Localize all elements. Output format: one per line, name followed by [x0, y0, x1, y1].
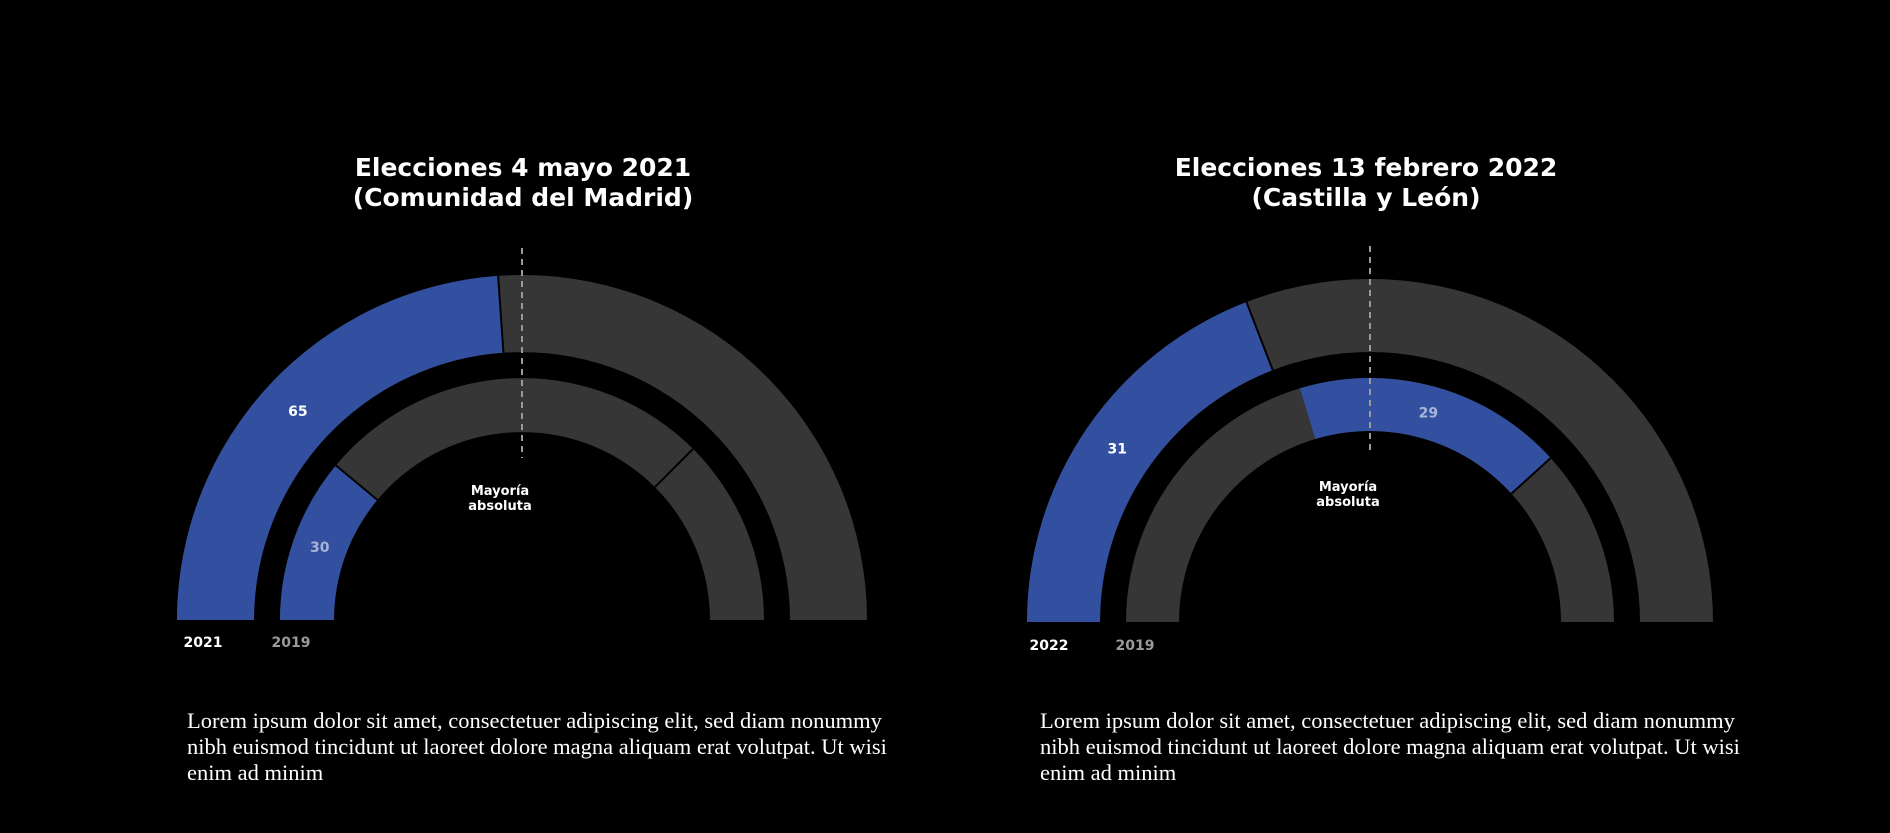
description-castilla: Lorem ipsum dolor sit amet, consectetuer… — [1040, 708, 1740, 785]
parliament-chart-castilla: 31 29 Mayoría absoluta 2022 2019 — [1027, 246, 1713, 654]
chart-title-madrid: Elecciones 4 mayo 2021 (Comunidad del Ma… — [223, 153, 823, 213]
ring-2019-year-label: 2019 — [1116, 638, 1155, 654]
majority-label-line1: Mayoría — [1319, 480, 1377, 495]
chart-title-line2: (Comunidad del Madrid) — [352, 183, 694, 212]
ring-2019-year-label: 2019 — [272, 635, 311, 651]
chart-title-line2: (Castilla y León) — [1251, 183, 1481, 212]
ring-2021-highlight-arc — [177, 275, 504, 620]
majority-label-line1: Mayoría — [471, 484, 529, 499]
description-madrid: Lorem ipsum dolor sit amet, consectetuer… — [187, 708, 887, 785]
ring-2022-year-label: 2022 — [1030, 638, 1069, 654]
ring-2019-rest-arc — [280, 378, 764, 620]
ring-2021-divider — [497, 275, 505, 353]
ring-2021-year-label: 2021 — [184, 635, 223, 651]
majority-label-line2: absoluta — [468, 499, 531, 514]
ring-2022-divider — [1245, 301, 1274, 371]
majority-label-line2: absoluta — [1316, 495, 1379, 510]
ring-2022-seat-label: 31 — [1107, 442, 1126, 458]
chart-title-line1: Elecciones 4 mayo 2021 — [354, 153, 692, 182]
ring-2021-seat-label: 65 — [288, 404, 307, 420]
chart-title-line1: Elecciones 13 febrero 2022 — [1174, 153, 1558, 182]
ring-2019-seat-label: 30 — [310, 540, 330, 556]
parliament-chart-madrid: 65 30 Mayoría absoluta 2021 2019 — [177, 248, 867, 651]
ring-2019-highlight-arc — [1300, 378, 1551, 494]
ring-2022-highlight-arc — [1027, 302, 1273, 622]
ring-2019-seat-label: 29 — [1419, 405, 1438, 421]
ring-2019-divider — [335, 464, 379, 501]
ring-2019-divider — [1510, 457, 1552, 495]
ring-2019-highlight-arc — [280, 465, 378, 620]
ring-2019-divider-extra — [654, 448, 694, 488]
chart-title-castilla: Elecciones 13 febrero 2022 (Castilla y L… — [1066, 153, 1666, 213]
